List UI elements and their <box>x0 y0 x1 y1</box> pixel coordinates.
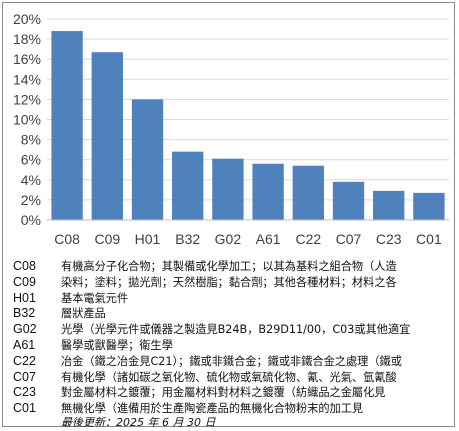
legend-code: H01 <box>13 290 36 305</box>
legend-row-c01: C01 無機化學（進備用於生產陶瓷產品的無機化合物粉末的加工見 <box>13 401 453 417</box>
legend-row-c08: C08 有機高分子化合物；其製備或化學加工；以其為基料之組合物（人造 <box>13 259 453 275</box>
legend-description: 有機化學（諸如碳之氧化物、硫化物或氧硫化物、氰、光氣、氫氰酸 <box>61 370 397 384</box>
legend-description: 醫學或獸醫學；衛生學 <box>61 338 173 352</box>
legend-code: C09 <box>13 274 36 289</box>
legend-row-g02: G02 光學（光學元件或儀器之製造見B24B，B29D11/00，C03或其他適宜 <box>13 322 453 338</box>
legend-code: C22 <box>13 353 36 368</box>
legend-description: 冶金（鐵之冶金見C21）；鐵或非鐵合金；鐵或非鐵合金之處理（鐵或 <box>61 354 402 368</box>
y-tick-label: 10% <box>13 112 41 128</box>
x-tick-label: C01 <box>416 231 442 247</box>
y-tick-label: 8% <box>21 132 41 148</box>
legend-code: C23 <box>13 385 36 400</box>
bar-c01 <box>413 192 445 220</box>
y-tick-label: 2% <box>21 192 41 208</box>
legend-row-a61: A61 醫學或獸醫學；衛生學 <box>13 338 453 354</box>
legend-row-b32: B32 層狀產品 <box>13 306 453 322</box>
x-tick-label: C07 <box>336 231 362 247</box>
x-tick-label: C09 <box>94 231 120 247</box>
bar-g02 <box>212 158 244 220</box>
bar-c08 <box>51 31 83 221</box>
legend-row-c07: C07 有機化學（諸如碳之氧化物、硫化物或氧硫化物、氰、光氣、氫氰酸 <box>13 370 453 386</box>
bar-c07 <box>332 181 365 220</box>
legend-row-c09: C09 染料；塗料；拋光劑；天然樹脂；黏合劑；其他各種材料；材料之各 <box>13 275 453 291</box>
bar-c23 <box>373 190 405 220</box>
x-tick-label: C22 <box>295 231 321 247</box>
last-updated-note: 最後更新：2025 年 6 月 30 日 <box>61 416 216 429</box>
x-tick-label: A61 <box>256 231 281 247</box>
legend-description: 染料；塗料；拋光劑；天然樹脂；黏合劑；其他各種材料；材料之各 <box>61 275 397 289</box>
legend-description: 基本電氣元件 <box>61 291 129 305</box>
y-tick-label: 14% <box>13 71 41 87</box>
y-tick-label: 18% <box>13 31 41 47</box>
legend-code: G02 <box>13 322 37 337</box>
legend-description: 有機高分子化合物；其製備或化學加工；以其為基料之組合物（人造 <box>61 260 397 273</box>
x-tick-label: C23 <box>376 231 402 247</box>
legend-description: 層狀產品 <box>61 307 106 321</box>
chart-frame: 0% 2% 4% 6% 8% 10% 12% 14% 16% 18% 20% C08 C09 H01 B32… <box>2 2 455 429</box>
legend-code: A61 <box>13 337 36 352</box>
ipc-legend: C08 有機高分子化合物；其製備或化學加工；以其為基料之組合物（人造 C09 染料；塗… <box>13 259 453 417</box>
bar-a61 <box>252 163 284 220</box>
legend-row-c22: C22 冶金（鐵之冶金見C21）；鐵或非鐵合金；鐵或非鐵合金之處理（鐵或 <box>13 354 453 370</box>
legend-code: B32 <box>13 306 36 321</box>
legend-description: 對金屬材料之鍍覆；用金屬材料對材料之鍍覆（紡織品之金屬化見 <box>61 386 386 400</box>
bar-b32 <box>172 151 204 220</box>
legend-code: C08 <box>13 259 36 273</box>
legend-description: 無機化學（進備用於生產陶瓷產品的無機化合物粉末的加工見 <box>61 402 364 416</box>
x-tick-label: B32 <box>175 231 200 247</box>
legend-code: C07 <box>13 369 36 384</box>
legend-row-h01: H01 基本電氣元件 <box>13 291 453 307</box>
y-tick-label: 20% <box>13 11 41 27</box>
bar-c22 <box>292 165 324 220</box>
legend-row-c23: C23 對金屬材料之鍍覆；用金屬材料對材料之鍍覆（紡織品之金屬化見 <box>13 385 453 401</box>
x-tick-label: G02 <box>215 231 242 247</box>
y-tick-label: 6% <box>21 152 41 168</box>
y-tick-label: 16% <box>13 51 41 67</box>
y-tick-label: 12% <box>13 91 41 107</box>
bar-c09 <box>91 52 123 220</box>
bar-chart: 0% 2% 4% 6% 8% 10% 12% 14% 16% 18% 20% C08 C09 H01 B32… <box>13 11 449 247</box>
legend-code: C01 <box>13 401 36 416</box>
x-tick-label: C08 <box>54 231 80 247</box>
legend-description: 光學（光學元件或儀器之製造見B24B，B29D11/00，C03或其他適宜 <box>61 323 411 337</box>
y-tick-label: 0% <box>21 212 41 228</box>
y-tick-label: 4% <box>21 172 41 188</box>
bar-h01 <box>131 99 164 220</box>
x-tick-label: H01 <box>135 231 161 247</box>
